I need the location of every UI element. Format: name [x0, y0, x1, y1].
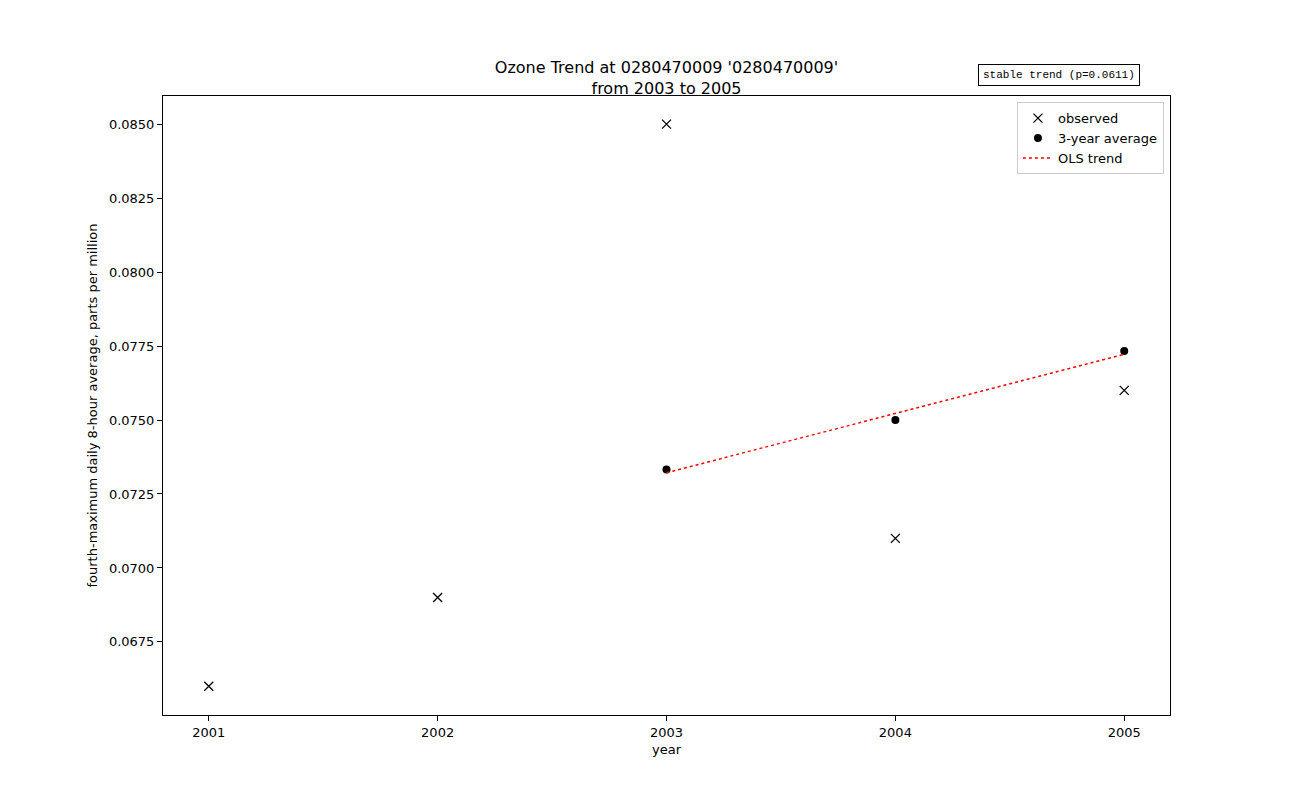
svg-text:2003: 2003: [650, 725, 683, 740]
svg-text:fourth-maximum daily 8-hour av: fourth-maximum daily 8-hour average, par…: [85, 224, 100, 588]
svg-text:0.0800: 0.0800: [109, 265, 155, 280]
svg-text:2001: 2001: [192, 725, 225, 740]
svg-text:OLS trend: OLS trend: [1058, 151, 1123, 166]
svg-text:2002: 2002: [421, 725, 454, 740]
svg-text:year: year: [652, 742, 682, 757]
svg-text:0.0750: 0.0750: [109, 413, 155, 428]
svg-text:0.0675: 0.0675: [109, 634, 155, 649]
svg-text:2005: 2005: [1108, 725, 1141, 740]
svg-text:2004: 2004: [879, 725, 912, 740]
svg-text:0.0700: 0.0700: [109, 560, 155, 575]
svg-text:stable trend (p=0.0611): stable trend (p=0.0611): [983, 69, 1135, 81]
svg-text:0.0725: 0.0725: [109, 487, 155, 502]
svg-text:0.0850: 0.0850: [109, 117, 155, 132]
svg-text:observed: observed: [1058, 111, 1118, 126]
svg-text:0.0775: 0.0775: [109, 339, 155, 354]
svg-text:0.0825: 0.0825: [109, 191, 155, 206]
svg-text:3-year average: 3-year average: [1058, 131, 1157, 146]
svg-text:Ozone Trend at 0280470009 '028: Ozone Trend at 0280470009 '0280470009'fr…: [495, 58, 838, 98]
